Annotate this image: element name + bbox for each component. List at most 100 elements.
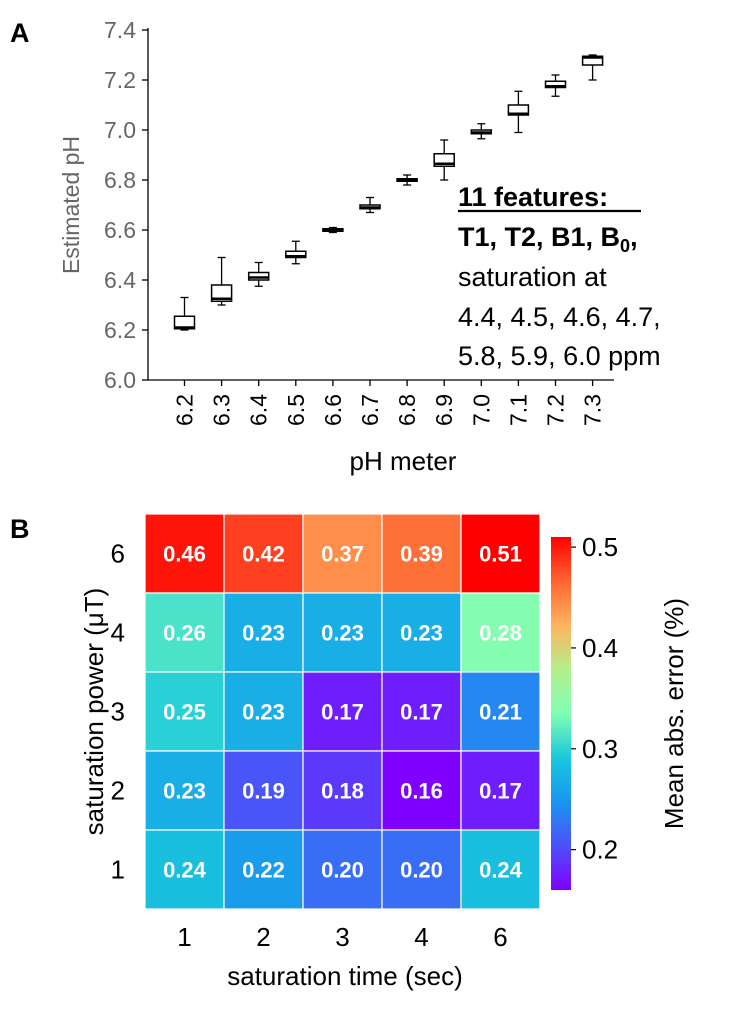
heatmap-cell-label: 0.17 bbox=[321, 700, 364, 725]
annotation-line2-prefix: T1, T2, B1, B bbox=[458, 222, 620, 252]
box-6.7 bbox=[359, 196, 381, 214]
a-x-tick-label: 6.5 bbox=[283, 394, 309, 426]
a-x-tick-label: 6.4 bbox=[246, 394, 272, 426]
heatmap-cell bbox=[223, 750, 304, 831]
a-x-tick-label: 6.9 bbox=[431, 394, 457, 426]
colorbar-tick-label: 0.4 bbox=[582, 633, 618, 663]
b-x-ticks: 1 2 3 4 6 bbox=[177, 922, 507, 952]
a-x-tick-label: 7.0 bbox=[468, 394, 494, 426]
annotation-line3: saturation at bbox=[458, 262, 607, 292]
annotation-line2: T1, T2, B1, B0, bbox=[458, 222, 638, 256]
box-iqr bbox=[173, 315, 196, 330]
box-iqr bbox=[507, 104, 530, 116]
box-6.6 bbox=[322, 226, 344, 234]
b-x-tick-label: 2 bbox=[256, 922, 270, 952]
colorbar-tick-label: 0.5 bbox=[582, 532, 618, 562]
heatmap-cell-label: 0.23 bbox=[242, 700, 285, 725]
annotation-line4: 4.4, 4.5, 4.6, 4.7, bbox=[458, 302, 661, 332]
a-boxes bbox=[173, 54, 604, 331]
heatmap-cell-label: 0.37 bbox=[321, 542, 364, 567]
b-y-tick-label: 1 bbox=[111, 855, 125, 885]
features-annotation: 11 features: T1, T2, B1, B0, saturation … bbox=[458, 182, 661, 371]
a-y-tick-label: 6.6 bbox=[104, 217, 136, 243]
box-7.3 bbox=[581, 54, 604, 81]
panel-label-a: A bbox=[10, 18, 30, 48]
b-x-tick-label: 4 bbox=[414, 922, 428, 952]
heatmap-cell bbox=[144, 671, 225, 752]
heatmap-cell bbox=[460, 829, 541, 910]
colorbar bbox=[551, 537, 571, 890]
heatmap-cell-label: 0.26 bbox=[163, 621, 206, 646]
box-6.2 bbox=[173, 296, 196, 331]
heatmap-cell bbox=[144, 592, 225, 673]
heatmap-cell-label: 0.17 bbox=[479, 779, 522, 804]
heatmap-cell bbox=[460, 592, 541, 673]
heatmap-cell bbox=[144, 829, 225, 910]
a-y-tick-label: 6.2 bbox=[104, 317, 136, 343]
a-x-axis-title: pH meter bbox=[350, 446, 457, 476]
box-6.9 bbox=[433, 139, 455, 181]
box-iqr bbox=[247, 271, 270, 281]
b-x-tick-label: 1 bbox=[177, 922, 191, 952]
a-x-tick-label: 7.2 bbox=[543, 394, 569, 426]
heatmap-cell-label: 0.42 bbox=[242, 542, 285, 567]
a-y-axis-title: Estimated pH bbox=[58, 136, 84, 274]
heatmap-cell-label: 0.17 bbox=[400, 700, 443, 725]
heatmap-cell bbox=[223, 592, 304, 673]
a-x-tick-label: 6.3 bbox=[209, 394, 235, 426]
panel-b-heatmap: 0.46 0.42 0.37 0.39 0.510.26 0.23 0.23 0.23 0.28… bbox=[79, 513, 689, 991]
heatmap-cell bbox=[223, 513, 304, 594]
heatmap-cell-label: 0.22 bbox=[242, 858, 285, 883]
b-x-tick-label: 3 bbox=[335, 922, 349, 952]
box-iqr bbox=[210, 284, 233, 302]
heatmap-cell bbox=[381, 829, 462, 910]
a-x-tick-label: 6.2 bbox=[172, 394, 198, 426]
box-7.1 bbox=[507, 90, 530, 134]
b-y-ticks: 6 4 3 2 1 bbox=[111, 539, 125, 885]
heatmap-cell bbox=[144, 513, 225, 594]
heatmap-cell bbox=[460, 513, 541, 594]
b-x-axis-title: saturation time (sec) bbox=[227, 961, 463, 991]
annotation-line2-subscript: 0 bbox=[620, 236, 630, 256]
a-y-ticks: 6.0 6.2 6.4 6.6 6.8 7.0 7.2 7.4 bbox=[104, 17, 148, 393]
box-6.8 bbox=[396, 174, 418, 186]
b-y-tick-label: 6 bbox=[111, 539, 125, 569]
box-6.4 bbox=[247, 261, 270, 287]
a-x-tick-label: 7.1 bbox=[505, 394, 531, 426]
colorbar-ticks: 0.2 0.3 0.4 0.5 bbox=[571, 532, 618, 865]
heatmap-cell bbox=[302, 829, 383, 910]
box-iqr bbox=[285, 250, 307, 259]
heatmap-cell-label: 0.25 bbox=[163, 700, 206, 725]
a-y-tick-label: 7.2 bbox=[104, 67, 136, 93]
heatmap-cell-label: 0.46 bbox=[163, 542, 206, 567]
a-y-tick-label: 6.4 bbox=[104, 267, 136, 293]
heatmap-cell bbox=[460, 750, 541, 831]
heatmap-cell-label: 0.39 bbox=[400, 542, 443, 567]
a-x-tick-label: 6.7 bbox=[357, 394, 383, 426]
b-x-tick-label: 6 bbox=[493, 922, 507, 952]
a-x-tick-label: 6.8 bbox=[394, 394, 420, 426]
heatmap-cell bbox=[460, 671, 541, 752]
heatmap-cell-label: 0.51 bbox=[479, 542, 522, 567]
box-iqr bbox=[544, 80, 567, 89]
box-7.2 bbox=[544, 74, 567, 97]
b-y-tick-label: 2 bbox=[111, 776, 125, 806]
colorbar-tick-label: 0.2 bbox=[582, 835, 618, 865]
annotation-line5: 5.8, 5.9, 6.0 ppm bbox=[458, 341, 661, 371]
a-y-tick-label: 6.0 bbox=[104, 367, 136, 393]
a-x-ticks: 6.2 6.3 6.4 6.5 6.6 6.7 6.8 6.9 7.0 7.1 7.2 7.3 bbox=[172, 380, 606, 426]
a-y-tick-label: 7.4 bbox=[104, 17, 136, 43]
heatmap-cell-label: 0.20 bbox=[321, 858, 364, 883]
colorbar-title: Mean abs. error (%) bbox=[659, 598, 689, 829]
box-6.5 bbox=[285, 240, 307, 265]
heatmap-cell-label: 0.20 bbox=[400, 858, 443, 883]
heatmap-cell-label: 0.24 bbox=[163, 858, 207, 883]
panel-label-b: B bbox=[10, 514, 30, 544]
box-iqr bbox=[581, 55, 604, 66]
a-y-tick-label: 6.8 bbox=[104, 167, 136, 193]
heatmap-cell-label: 0.23 bbox=[163, 779, 206, 804]
b-y-tick-label: 3 bbox=[111, 697, 125, 727]
heatmap-cell bbox=[381, 671, 462, 752]
annotation-line2-suffix: , bbox=[630, 222, 638, 252]
